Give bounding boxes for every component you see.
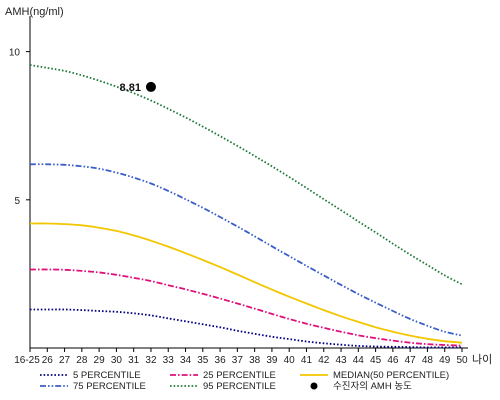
legend-label: 95 PERCENTILE — [203, 381, 276, 392]
x-tick-label: 28 — [76, 355, 88, 366]
legend-label: 25 PERCENTILE — [203, 370, 276, 381]
x-tick-label: 39 — [266, 355, 278, 366]
x-tick-label: 42 — [318, 355, 330, 366]
y-tick-label: 10 — [9, 48, 21, 59]
x-tick-label: 49 — [439, 355, 451, 366]
x-tick-label: 50 — [456, 355, 468, 366]
x-tick-label: 41 — [301, 355, 313, 366]
x-tick-label: 38 — [249, 355, 261, 366]
marker-layer: 8.81 — [120, 81, 156, 94]
x-axis-label: 나이 — [472, 353, 492, 366]
y-tick-label: 5 — [14, 196, 20, 207]
legend-label: 수진자의 AMH 농도 — [333, 381, 412, 392]
x-tick-label: 31 — [128, 355, 140, 366]
series-line-25-percentile — [29, 268, 463, 347]
y-axis-label: AMH(ng/ml) — [5, 6, 64, 18]
legend-label: 5 PERCENTILE — [73, 370, 141, 381]
series-line-95-percentile — [29, 64, 463, 286]
series-line-median-50-percentile — [29, 222, 463, 344]
x-tick-label: 37 — [232, 355, 244, 366]
series-layer — [29, 64, 463, 349]
x-tick-label: 29 — [94, 355, 106, 366]
x-tick-label: 44 — [353, 355, 365, 366]
x-tick-label: 36 — [215, 355, 227, 366]
patient-amh-marker — [145, 81, 156, 92]
x-tick-label: 16-25 — [14, 355, 40, 366]
x-tick-label: 26 — [42, 355, 54, 366]
legend: 5 PERCENTILE 25 PERCENTILE MEDIAN(50 PERCE… — [40, 370, 449, 392]
x-tick-label: 40 — [284, 355, 296, 366]
legend-label: MEDIAN(50 PERCENTILE) — [333, 370, 449, 381]
axes: AMH(ng/ml) 5 10 16-25 26 27 28 29 30 31 32 33 34 35 36… — [5, 6, 492, 366]
x-tick-label: 33 — [163, 355, 175, 366]
legend-marker-swatch — [310, 382, 318, 390]
x-tick-label: 34 — [180, 355, 192, 366]
legend-label: 75 PERCENTILE — [73, 381, 146, 392]
x-tick-label: 43 — [335, 355, 347, 366]
x-tick-label: 46 — [387, 355, 399, 366]
x-tick-label: 32 — [145, 355, 157, 366]
x-tick-label: 48 — [422, 355, 434, 366]
x-tick-label: 45 — [370, 355, 382, 366]
patient-amh-value-label: 8.81 — [120, 82, 141, 94]
series-line-75-percentile — [29, 163, 463, 337]
x-tick-label: 35 — [197, 355, 209, 366]
x-tick-label: 30 — [111, 355, 123, 366]
x-tick-label: 27 — [59, 355, 71, 366]
x-tick-label: 47 — [405, 355, 417, 366]
series-line-5-percentile — [30, 308, 462, 349]
